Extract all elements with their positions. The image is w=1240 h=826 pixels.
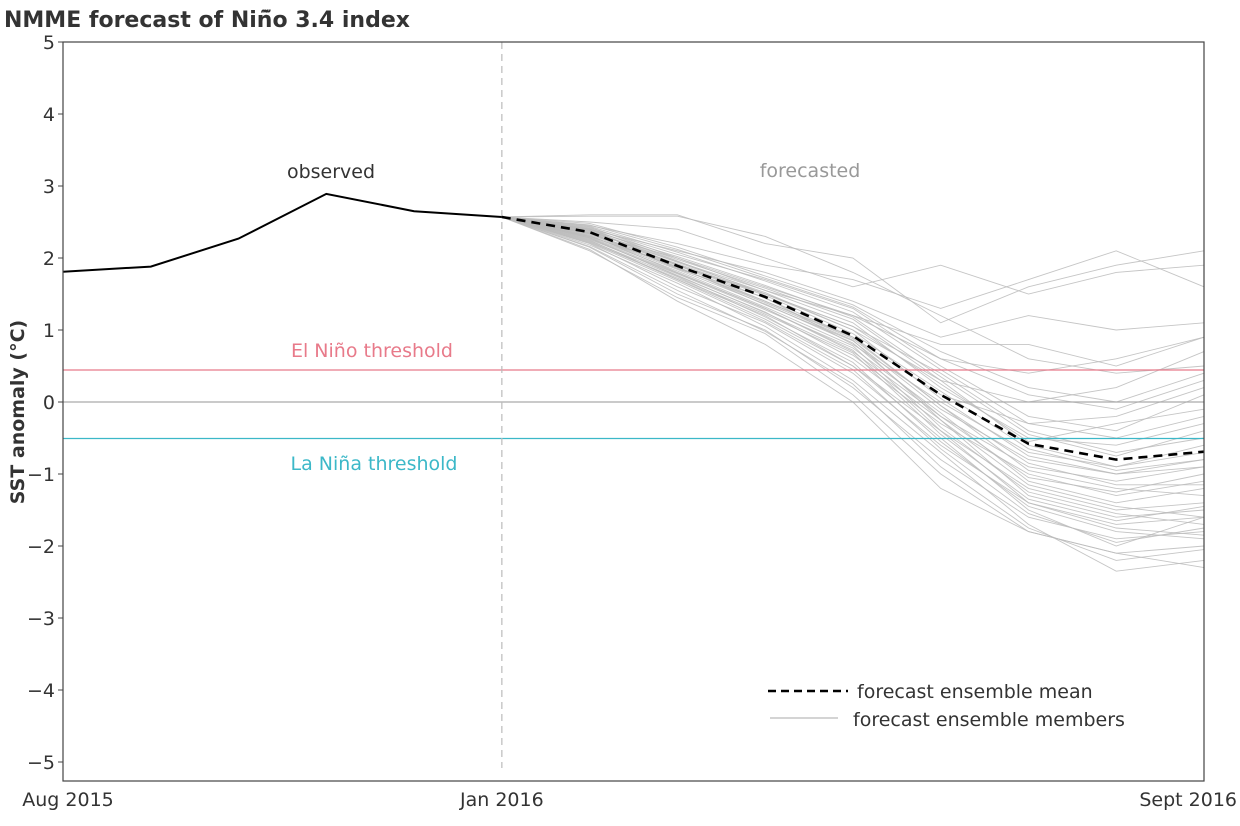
y-tick-label: 0 xyxy=(43,392,55,414)
x-tick-label: Sept 2016 xyxy=(1139,789,1237,811)
y-tick-label: 5 xyxy=(43,32,55,54)
x-tick-label: Jan 2016 xyxy=(459,789,544,811)
y-tick-label: 3 xyxy=(43,176,55,198)
ensemble-member-line xyxy=(501,216,1205,367)
ensemble-member-line xyxy=(501,216,1205,518)
ensemble-member-line xyxy=(501,216,1205,468)
ensemble-member-line xyxy=(501,216,1205,468)
ensemble-member-line xyxy=(501,216,1205,493)
ensemble-member-line xyxy=(501,216,1205,497)
ensemble-member-line xyxy=(501,216,1205,432)
ensemble-member-line xyxy=(501,216,1205,410)
ensemble-member-line xyxy=(501,216,1205,522)
ensemble-members xyxy=(501,214,1205,572)
y-tick-label: −5 xyxy=(27,752,55,774)
ensemble-member-line xyxy=(501,216,1205,309)
ensemble-member-line xyxy=(501,216,1205,457)
y-tick-label: 2 xyxy=(43,248,55,270)
y-tick-label: 1 xyxy=(43,320,55,342)
ensemble-member-line xyxy=(501,216,1205,446)
ensemble-member-line xyxy=(501,216,1205,518)
ensemble-member-line xyxy=(501,216,1205,572)
ensemble-member-line xyxy=(501,216,1205,540)
y-tick-label: −1 xyxy=(27,464,55,486)
legend-members-label: forecast ensemble members xyxy=(853,709,1125,731)
reference-lines xyxy=(63,42,1204,768)
chart-title: NMME forecast of Niñ̃o 3.4 index xyxy=(4,8,410,33)
el-nino-threshold-label: El Niño threshold xyxy=(291,340,453,362)
y-tick-label: 4 xyxy=(43,104,55,126)
plot-frame xyxy=(62,41,1205,782)
legend: forecast ensemble mean forecast ensemble… xyxy=(768,681,1125,731)
y-axis-label: SST anomaly (°C) xyxy=(7,320,29,504)
ensemble-member-line xyxy=(501,216,1205,497)
ensemble-member-line xyxy=(501,216,1205,482)
ensemble-member-line xyxy=(501,216,1205,443)
ensemble-member-line xyxy=(501,216,1205,540)
ensemble-member-line xyxy=(501,216,1205,536)
legend-mean-label: forecast ensemble mean xyxy=(857,681,1093,703)
ensemble-member-line xyxy=(501,216,1205,295)
la-nina-threshold-label: La Niña threshold xyxy=(291,453,458,475)
ensemble-member-line xyxy=(501,216,1205,561)
ensemble-member-line xyxy=(501,216,1205,403)
y-tick-label: −4 xyxy=(27,680,55,702)
y-tick-label: −3 xyxy=(27,608,55,630)
series-lines xyxy=(62,192,1205,461)
ensemble-member-line xyxy=(501,216,1205,547)
ensemble-member-line xyxy=(501,216,1205,554)
forecasted-label: forecasted xyxy=(760,160,861,182)
ensemble-mean-line xyxy=(501,215,1205,461)
observed-label: observed xyxy=(287,161,375,183)
ensemble-member-line xyxy=(501,216,1204,486)
ensemble-member-line xyxy=(501,216,1205,475)
x-axis: Aug 2015 Jan 2016 Sept 2016 xyxy=(22,789,1237,811)
ensemble-member-line xyxy=(501,216,1205,439)
ensemble-member-line xyxy=(501,215,1205,374)
observed-line xyxy=(62,192,502,273)
ensemble-member-line xyxy=(501,216,1205,525)
ensemble-member-line xyxy=(501,214,1205,324)
x-tick-label: Aug 2015 xyxy=(22,789,114,811)
y-axis: 5 4 3 2 1 0 −1 −2 −3 −4 −5 xyxy=(27,32,63,774)
ensemble-member-line xyxy=(501,216,1205,543)
y-tick-label: −2 xyxy=(27,536,55,558)
